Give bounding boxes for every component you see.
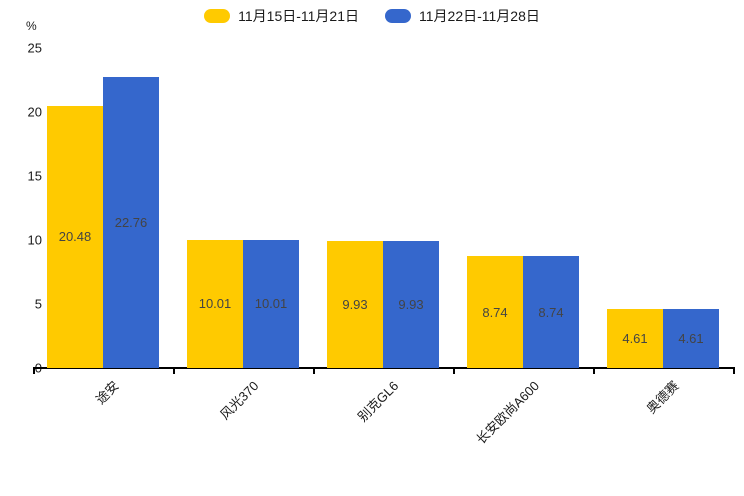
x-axis-tick: [593, 369, 595, 374]
y-tick-label: 25: [27, 40, 42, 56]
bar-value-label: 10.01: [254, 296, 288, 312]
bar-value-label: 10.01: [198, 296, 232, 312]
bar-week2: 8.74: [523, 256, 579, 368]
bar-week1: 20.48: [47, 105, 103, 368]
bar-value-label: 20.48: [58, 229, 92, 245]
bar-value-label: 9.93: [398, 296, 424, 312]
bar-week2: 9.93: [383, 240, 439, 368]
legend-item-week2[interactable]: 11月22日-11月28日: [385, 6, 540, 26]
category-label: 风光370: [217, 378, 262, 423]
bar-value-label: 8.74: [482, 304, 508, 320]
category-label: 途安: [92, 378, 122, 408]
y-tick-label: 20: [27, 104, 42, 120]
bar-week1: 8.74: [467, 256, 523, 368]
category-label: 奥德赛: [643, 378, 682, 417]
bar-week1: 9.93: [327, 240, 383, 368]
category-label: 别克GL6: [355, 378, 402, 425]
x-axis-line: [33, 367, 735, 369]
x-axis-tick: [453, 369, 455, 374]
bar-week2: 10.01: [243, 239, 299, 368]
y-axis-unit-label: %: [26, 19, 37, 33]
x-axis-tick: [173, 369, 175, 374]
legend-label-week1: 11月15日-11月21日: [238, 8, 359, 24]
x-axis-tick: [313, 369, 315, 374]
legend-swatch-week1-icon: [204, 9, 231, 23]
y-tick-label: 15: [27, 168, 42, 184]
x-axis-tick: [33, 369, 35, 374]
legend: 11月15日-11月21日 11月22日-11月28日: [0, 6, 744, 26]
y-tick-label: 10: [27, 232, 42, 248]
bar-week1: 10.01: [187, 239, 243, 368]
bar-week1: 4.61: [607, 308, 663, 368]
bar-week2: 22.76: [103, 76, 159, 368]
x-axis-tick: [733, 369, 735, 374]
bar-value-label: 8.74: [538, 304, 564, 320]
bar-value-label: 4.61: [678, 330, 704, 346]
y-tick-label: 5: [34, 296, 42, 312]
bar-week2: 4.61: [663, 308, 719, 368]
legend-label-week2: 11月22日-11月28日: [419, 8, 540, 24]
legend-swatch-week2-icon: [385, 9, 411, 23]
bar-value-label: 22.76: [114, 214, 148, 230]
bar-value-label: 4.61: [622, 330, 648, 346]
legend-item-week1[interactable]: 11月15日-11月21日: [204, 6, 359, 26]
category-label: 长安欧尚A600: [472, 378, 542, 447]
bar-value-label: 9.93: [342, 296, 368, 312]
